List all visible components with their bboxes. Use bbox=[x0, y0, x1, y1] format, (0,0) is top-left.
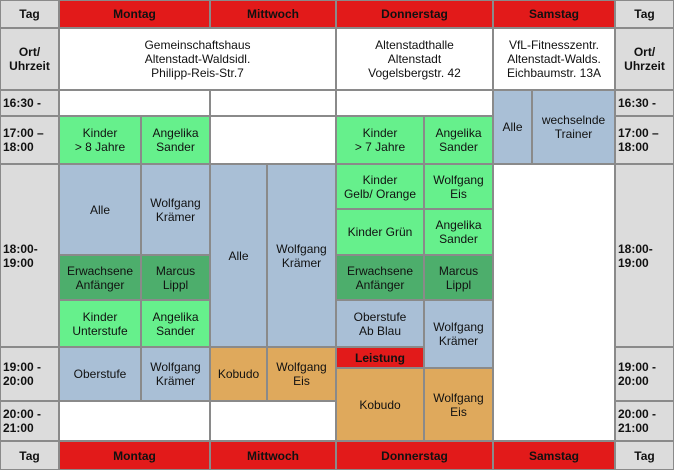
time-label: 19:00 - 20:00 bbox=[615, 347, 674, 401]
course-entry: Marcus Lippl bbox=[424, 255, 493, 300]
course-entry: Alle bbox=[59, 164, 141, 255]
course-entry: Angelika Sander bbox=[141, 300, 210, 347]
course-entry: Kobudo bbox=[336, 368, 424, 441]
empty-slot bbox=[59, 401, 210, 441]
course-entry: Kinder Unterstufe bbox=[59, 300, 141, 347]
time-label: 19:00 - 20:00 bbox=[0, 347, 59, 401]
course-entry: Wolfgang Eis bbox=[424, 368, 493, 441]
course-entry: Kinder > 7 Jahre bbox=[336, 116, 424, 164]
course-entry: Angelika Sander bbox=[141, 116, 210, 164]
course-entry: Marcus Lippl bbox=[141, 255, 210, 300]
header-corner: Tag bbox=[0, 0, 59, 28]
course-entry: Wolfgang Krämer bbox=[424, 300, 493, 368]
location: Gemeinschaftshaus Altenstadt-Waldsidl. P… bbox=[59, 28, 336, 90]
time-label: 16:30 - bbox=[615, 90, 674, 116]
footer-day: Mittwoch bbox=[210, 441, 336, 470]
empty-slot bbox=[210, 90, 336, 116]
empty-slot bbox=[493, 164, 615, 441]
footer-day: Samstag bbox=[493, 441, 615, 470]
header-day: Samstag bbox=[493, 0, 615, 28]
course-entry: Kinder Gelb/ Orange bbox=[336, 164, 424, 209]
footer-corner: Tag bbox=[0, 441, 59, 470]
course-entry: Erwachsene Anfänger bbox=[59, 255, 141, 300]
time-label: 17:00 – 18:00 bbox=[615, 116, 674, 164]
time-label: 18:00- 19:00 bbox=[0, 164, 59, 347]
time-label: 20:00 - 21:00 bbox=[0, 401, 59, 441]
empty-slot bbox=[59, 90, 210, 116]
location: Altenstadthalle Altenstadt Vogelsbergstr… bbox=[336, 28, 493, 90]
course-entry: Wolfgang Krämer bbox=[141, 347, 210, 401]
course-entry: Alle bbox=[210, 164, 267, 347]
course-entry: Wolfgang Krämer bbox=[141, 164, 210, 255]
course-entry: Wolfgang Eis bbox=[267, 347, 336, 401]
course-entry: wechselnde Trainer bbox=[532, 90, 615, 164]
empty-slot bbox=[210, 116, 336, 164]
course-entry: Alle bbox=[493, 90, 532, 164]
course-entry: Oberstufe bbox=[59, 347, 141, 401]
header-day: Montag bbox=[59, 0, 210, 28]
empty-slot bbox=[210, 401, 336, 441]
time-label: 18:00- 19:00 bbox=[615, 164, 674, 347]
location: VfL-Fitnesszentr. Altenstadt-Walds. Eich… bbox=[493, 28, 615, 90]
course-entry: Kinder > 8 Jahre bbox=[59, 116, 141, 164]
header-day: Donnerstag bbox=[336, 0, 493, 28]
footer-day: Donnerstag bbox=[336, 441, 493, 470]
course-entry: Kobudo bbox=[210, 347, 267, 401]
course-entry: Erwachsene Anfänger bbox=[336, 255, 424, 300]
time-label: 17:00 – 18:00 bbox=[0, 116, 59, 164]
course-entry: Wolfgang Krämer bbox=[267, 164, 336, 347]
header-day: Mittwoch bbox=[210, 0, 336, 28]
course-entry: Angelika Sander bbox=[424, 116, 493, 164]
course-entry: Oberstufe Ab Blau bbox=[336, 300, 424, 347]
location-label: Ort/ Uhrzeit bbox=[615, 28, 674, 90]
course-entry: Angelika Sander bbox=[424, 209, 493, 255]
course-entry: Leistung bbox=[336, 347, 424, 368]
time-label: 16:30 - bbox=[0, 90, 59, 116]
course-entry: Wolfgang Eis bbox=[424, 164, 493, 209]
location-label: Ort/ Uhrzeit bbox=[0, 28, 59, 90]
footer-day: Montag bbox=[59, 441, 210, 470]
course-entry: Kinder Grün bbox=[336, 209, 424, 255]
header-corner: Tag bbox=[615, 0, 674, 28]
empty-slot bbox=[336, 90, 493, 116]
time-label: 20:00 - 21:00 bbox=[615, 401, 674, 441]
footer-corner: Tag bbox=[615, 441, 674, 470]
